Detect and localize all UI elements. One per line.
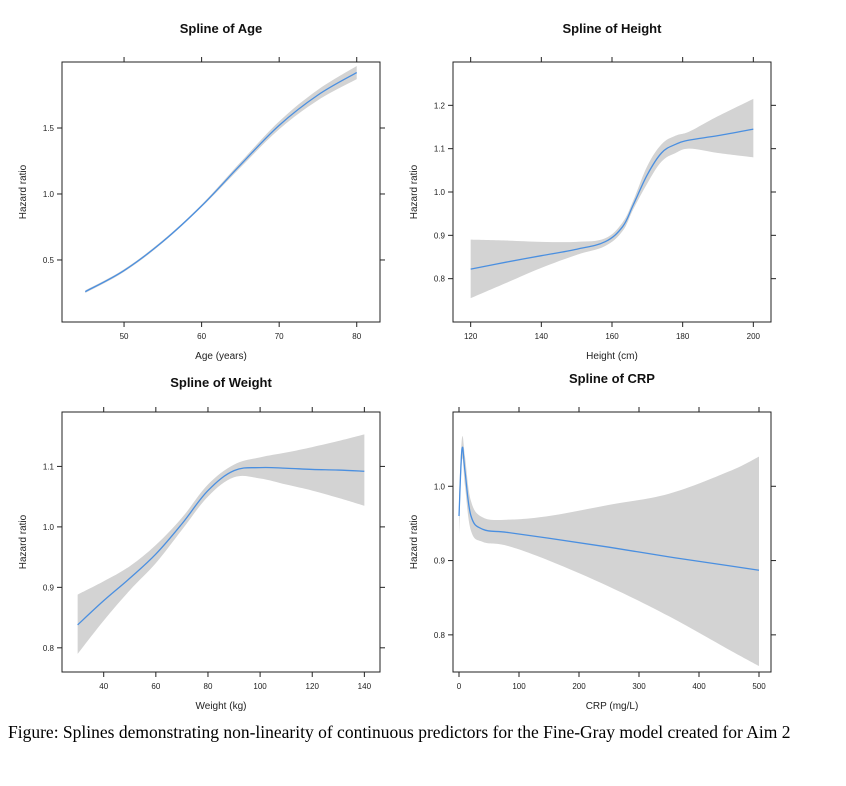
x-axis-label: Height (cm)	[586, 351, 638, 362]
y-axis-label: Hazard ratio	[409, 514, 420, 569]
y-tick-label: 0.8	[434, 275, 446, 284]
y-axis-label: Hazard ratio	[18, 164, 29, 219]
confidence-band	[85, 65, 357, 293]
spline-figure: Spline of Age 50 60 70 80 0.5 1.0 1.5 Age (years…	[18, 21, 776, 712]
confidence-band	[459, 436, 759, 667]
x-tick-label: 70	[275, 332, 284, 341]
y-axis-label: Hazard ratio	[409, 164, 420, 219]
plot-frame	[61, 61, 381, 323]
y-tick-label: 0.8	[434, 631, 446, 640]
x-tick-label: 160	[605, 332, 619, 341]
x-tick-label: 100	[253, 682, 267, 691]
y-tick-label: 0.8	[43, 644, 55, 653]
x-tick-label: 100	[512, 682, 526, 691]
x-tick-label: 60	[197, 332, 206, 341]
y-tick-label: 1.1	[43, 462, 55, 471]
y-tick-label: 1.1	[434, 145, 446, 154]
x-tick-label: 200	[747, 332, 761, 341]
x-tick-label: 80	[352, 332, 361, 341]
confidence-band	[470, 98, 754, 299]
x-tick-label: 140	[535, 332, 549, 341]
y-tick-label: 1.0	[434, 482, 446, 491]
x-tick-label: 120	[306, 682, 320, 691]
x-tick-label: 40	[99, 682, 108, 691]
x-tick-label: 140	[358, 682, 372, 691]
panel-title: Spline of Height	[563, 21, 663, 36]
y-tick-label: 1.0	[43, 523, 55, 532]
spline-fit-line	[470, 128, 754, 270]
x-axis-label: Age (years)	[195, 351, 247, 362]
plot-frame	[452, 411, 772, 673]
panel-title: Spline of Age	[180, 21, 263, 36]
x-tick-label: 0	[457, 682, 462, 691]
x-tick-label: 180	[676, 332, 690, 341]
y-tick-label: 0.9	[434, 557, 446, 566]
x-tick-label: 80	[204, 682, 213, 691]
spline-panel: Spline of CRP 0 100 200 300 400 500 0.8 0.9 1.0 CR…	[409, 371, 776, 712]
x-tick-label: 500	[752, 682, 766, 691]
spline-fit-line	[77, 466, 365, 626]
y-tick-label: 1.0	[434, 188, 446, 197]
x-tick-label: 400	[692, 682, 706, 691]
x-tick-label: 300	[632, 682, 646, 691]
plot-frame	[61, 411, 381, 673]
y-tick-label: 1.0	[43, 190, 55, 199]
figure-caption: Figure: Splines demonstrating non-linear…	[8, 722, 791, 742]
spline-panel: Spline of Age 50 60 70 80 0.5 1.0 1.5 Age (years…	[18, 21, 385, 362]
x-tick-label: 200	[572, 682, 586, 691]
panel-title: Spline of CRP	[569, 371, 655, 386]
x-tick-label: 120	[464, 332, 478, 341]
spline-fit-line	[84, 71, 358, 293]
y-tick-label: 1.5	[43, 124, 55, 133]
y-axis-label: Hazard ratio	[18, 514, 29, 569]
panel-title: Spline of Weight	[170, 375, 272, 390]
spline-fit-line	[458, 446, 760, 571]
y-tick-label: 0.9	[434, 231, 446, 240]
spline-panel: Spline of Weight 40 60 80 100 120 140 0.8 0.9 1.0…	[18, 375, 385, 712]
spline-panel: Spline of Height 120 140 160 180 200 0.8 0.9 1.0…	[409, 21, 776, 362]
x-tick-label: 50	[120, 332, 129, 341]
y-tick-label: 1.2	[434, 101, 446, 110]
x-axis-label: Weight (kg)	[196, 701, 247, 712]
x-tick-label: 60	[151, 682, 160, 691]
x-axis-label: CRP (mg/L)	[586, 701, 639, 712]
confidence-band	[77, 434, 365, 654]
y-tick-label: 0.9	[43, 583, 55, 592]
y-tick-label: 0.5	[43, 256, 55, 265]
